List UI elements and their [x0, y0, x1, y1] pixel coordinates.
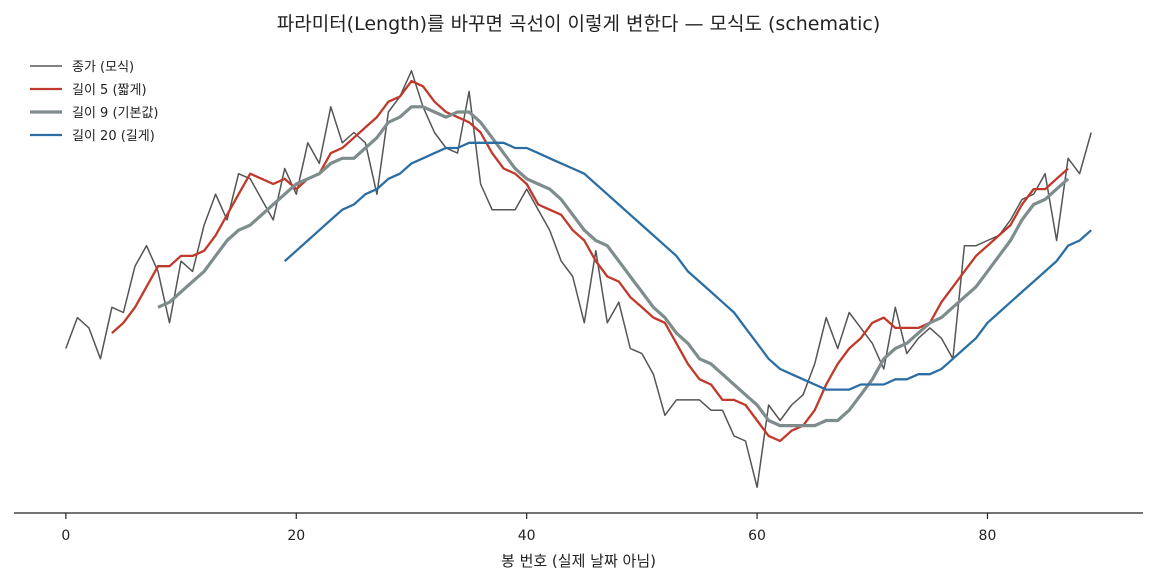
x-tick-label: 80	[979, 528, 997, 544]
legend-label-2: 길이 9 (기본값)	[72, 106, 158, 121]
series-line-0	[65, 70, 1092, 489]
legend: 종가 (모식) 길이 5 (짧게) 길이 9 (기본값) 길이 20 (길게)	[30, 60, 158, 144]
series-layer	[65, 70, 1092, 489]
legend-label-1: 길이 5 (짧게)	[72, 83, 147, 98]
series-line-3	[283, 141, 1092, 391]
x-tick-label: 0	[61, 528, 70, 544]
x-ticks: 0 20 40 60 80	[61, 513, 996, 544]
chart-title: 파라미터(Length)를 바꾸면 곡선이 이렇게 변한다 — 모식도 (sch…	[277, 13, 880, 35]
x-tick-label: 40	[518, 528, 536, 544]
legend-label-3: 길이 20 (길게)	[72, 129, 155, 144]
series-line-1	[111, 79, 1069, 443]
legend-label-0: 종가 (모식)	[72, 60, 134, 75]
x-axis-label: 봉 번호 (실제 날짜 아님)	[501, 552, 656, 570]
x-tick-label: 20	[287, 528, 305, 544]
x-tick-label: 60	[748, 528, 766, 544]
series-line-2	[157, 105, 1070, 428]
